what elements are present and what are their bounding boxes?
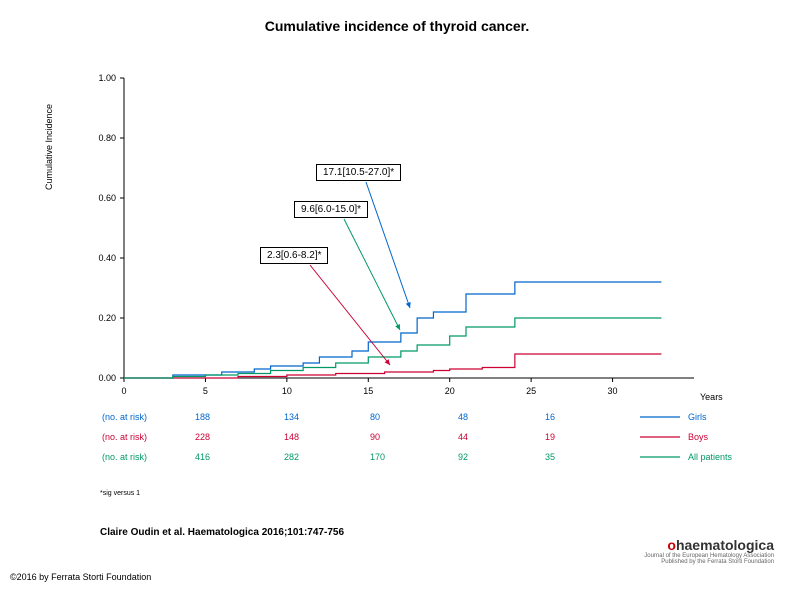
ytick-label: 0.20 <box>86 313 116 323</box>
risk-value: 148 <box>284 432 299 442</box>
risk-value: 92 <box>458 452 468 462</box>
ytick-label: 0.80 <box>86 133 116 143</box>
xtick-label: 0 <box>114 386 134 396</box>
ytick-label: 0.60 <box>86 193 116 203</box>
cumulative-incidence-chart <box>0 0 794 500</box>
ytick-label: 0.00 <box>86 373 116 383</box>
annotation-box: 2.3[0.6-8.2]* <box>260 247 328 264</box>
risk-value: 188 <box>195 412 210 422</box>
risk-value: 35 <box>545 452 555 462</box>
logo-subtitle-2: Published by the Ferrata Storti Foundati… <box>644 559 774 565</box>
risk-value: 48 <box>458 412 468 422</box>
copyright: ©2016 by Ferrata Storti Foundation <box>10 572 151 582</box>
journal-logo: ohaematologica Journal of the European H… <box>644 537 774 565</box>
risk-row-label: (no. at risk) <box>102 412 147 422</box>
logo-icon: o <box>667 537 676 553</box>
risk-value: 90 <box>370 432 380 442</box>
risk-value: 228 <box>195 432 210 442</box>
risk-row-label: (no. at risk) <box>102 452 147 462</box>
risk-value: 80 <box>370 412 380 422</box>
xtick-label: 20 <box>440 386 460 396</box>
xtick-label: 5 <box>195 386 215 396</box>
annotation-box: 17.1[10.5-27.0]* <box>316 164 401 181</box>
annotation-box: 9.6[6.0-15.0]* <box>294 201 368 218</box>
risk-value: 416 <box>195 452 210 462</box>
xtick-label: 15 <box>358 386 378 396</box>
risk-value: 44 <box>458 432 468 442</box>
legend-label: All patients <box>688 452 732 462</box>
citation: Claire Oudin et al. Haematologica 2016;1… <box>100 527 344 538</box>
xtick-label: 25 <box>521 386 541 396</box>
legend-label: Boys <box>688 432 708 442</box>
risk-row-label: (no. at risk) <box>102 432 147 442</box>
ytick-label: 0.40 <box>86 253 116 263</box>
risk-value: 134 <box>284 412 299 422</box>
xtick-label: 30 <box>603 386 623 396</box>
risk-value: 16 <box>545 412 555 422</box>
xtick-label: 10 <box>277 386 297 396</box>
footnote: *sig versus 1 <box>100 490 140 497</box>
risk-value: 170 <box>370 452 385 462</box>
ytick-label: 1.00 <box>86 73 116 83</box>
risk-value: 282 <box>284 452 299 462</box>
legend-label: Girls <box>688 412 707 422</box>
logo-text: haematologica <box>676 537 774 553</box>
risk-value: 19 <box>545 432 555 442</box>
